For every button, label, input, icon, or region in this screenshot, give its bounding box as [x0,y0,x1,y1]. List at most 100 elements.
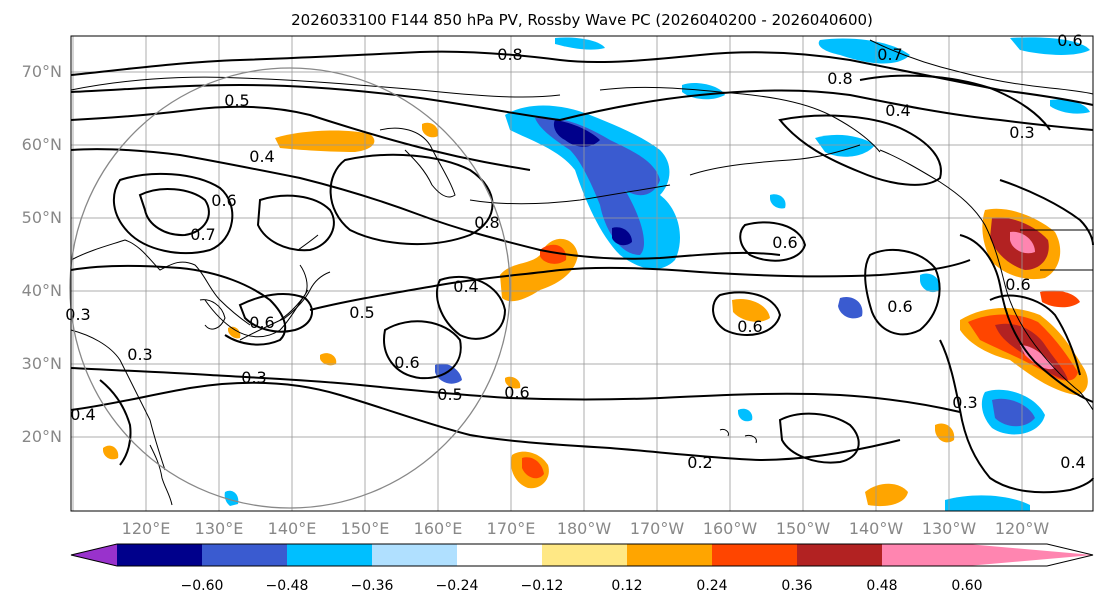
contour-label: 0.6 [211,191,236,210]
colorbar-tick-label: 0.12 [611,578,642,594]
contour-label: 0.7 [877,45,902,64]
lat-label: 50°N [22,208,62,227]
contour-label: 0.6 [394,353,419,372]
positive-anomaly-west-coast-pink [1020,345,1055,370]
colorbar-segment [202,544,287,566]
contour-line [138,188,210,237]
coastline-philippines [149,444,173,506]
contour-line [238,293,314,333]
lat-label: 60°N [22,135,62,154]
lon-label: 120°E [122,519,171,538]
colorbar-tick-label: 0.48 [866,578,897,594]
contour-label: 0.6 [772,233,797,252]
colorbar-tick-label: 0.24 [696,578,727,594]
lon-label: 160°W [703,519,758,538]
contour-label: 0.3 [952,393,977,412]
coastline-china [70,329,166,471]
negative-anomaly-south [945,495,1030,511]
colorbar-tick-label: −0.12 [521,578,564,594]
negative-anomaly-small-5 [224,490,239,506]
negative-anomaly-small-1 [435,363,462,384]
negative-anomaly-top-right [1010,37,1090,55]
colorbar-segment [882,544,967,566]
contour-label: 0.4 [249,147,274,166]
negative-anomaly-bering-dark2 [612,227,632,246]
negative-anomaly-gulf-alaska [815,134,875,157]
positive-anomaly-central-pacific-core [540,244,567,264]
contour-line [309,259,971,311]
positive-anomaly-small-1 [103,445,119,460]
positive-anomaly-pnw-east [1040,290,1080,308]
contour-labels: 0.8 0.7 0.6 0.8 0.4 0.3 0.5 0.4 0.6 0.7 … [65,31,1085,472]
coastline-kamchatka [379,127,456,198]
colorbar-extend-low [71,544,117,566]
contour-line [435,275,507,340]
contour-line [99,379,132,466]
lat-label: 20°N [22,427,62,446]
map-frame [70,35,1094,512]
colorbar-extend-high [967,544,1093,566]
lon-label: 140°E [268,519,317,538]
contour-line [256,194,335,252]
contour-label: 0.6 [249,313,274,332]
contour-label: 0.3 [127,345,152,364]
contour-line [112,172,234,255]
contour-line [70,367,961,413]
contour-label: 0.4 [885,101,910,120]
contour-label: 0.2 [687,453,712,472]
contour-label: 0.5 [224,91,249,110]
coastline-alaska [599,86,881,176]
colorbar-segment [117,544,202,566]
contour-line [999,179,1094,246]
lon-label: 180°W [557,519,612,538]
contour-line [70,50,1094,106]
colorbar-tick-label: −0.36 [351,578,394,594]
lon-label: 150°E [341,519,390,538]
contour-line [778,412,860,464]
colorbar-tick-label: 0.60 [951,578,982,594]
positive-anomaly-subtropics-core [522,457,544,479]
colorbar-segment [287,544,372,566]
contour-label: 0.4 [70,405,95,424]
colorbar-outline [70,543,1094,567]
positive-anomaly-small-4 [228,326,241,339]
contour-line [70,83,1094,131]
negative-anomaly-north-top [818,38,910,64]
negative-anomaly-bering-dark [553,120,600,147]
coastlines [70,39,1094,506]
negative-anomaly-small-4 [738,408,753,422]
contour-label: 0.7 [190,225,215,244]
positive-anomaly-siberia [275,130,375,152]
coastline-korea [199,299,226,330]
contour-label: 0.3 [241,368,266,387]
contour-line [989,294,1081,376]
contour-label: 0.6 [887,297,912,316]
contour-label: 0.5 [349,303,374,322]
contour-line [864,248,941,336]
contour-label: 0.8 [474,213,499,232]
colorbar-segment [712,544,797,566]
colorbar-tick-label: −0.48 [266,578,309,594]
lon-label: 120°W [995,519,1050,538]
lon-label: 130°W [922,519,977,538]
contour-line [939,339,1094,494]
coastline-siberia [70,76,561,98]
colorbar-segment [627,544,712,566]
contour-label: 0.4 [1060,453,1085,472]
border-us-canada [1020,229,1093,271]
contour-line [739,221,807,262]
contour-label: 0.5 [437,385,462,404]
contour-line [70,105,531,171]
colorbar: −0.60 −0.48 −0.36 −0.24 −0.12 0.12 0.24 … [70,543,1094,594]
coastline-aleutians [469,184,671,205]
negative-anomaly-small-2 [770,194,786,209]
negative-anomaly-top-left [555,37,605,50]
lat-label: 30°N [22,354,62,373]
contour-line [70,381,901,462]
positive-anomaly-siberia-2 [422,122,439,138]
colorbar-segment [797,544,882,566]
negative-anomaly-far-right [1050,99,1090,114]
contour-label: 0.3 [65,305,90,324]
lat-label: 70°N [22,62,62,81]
